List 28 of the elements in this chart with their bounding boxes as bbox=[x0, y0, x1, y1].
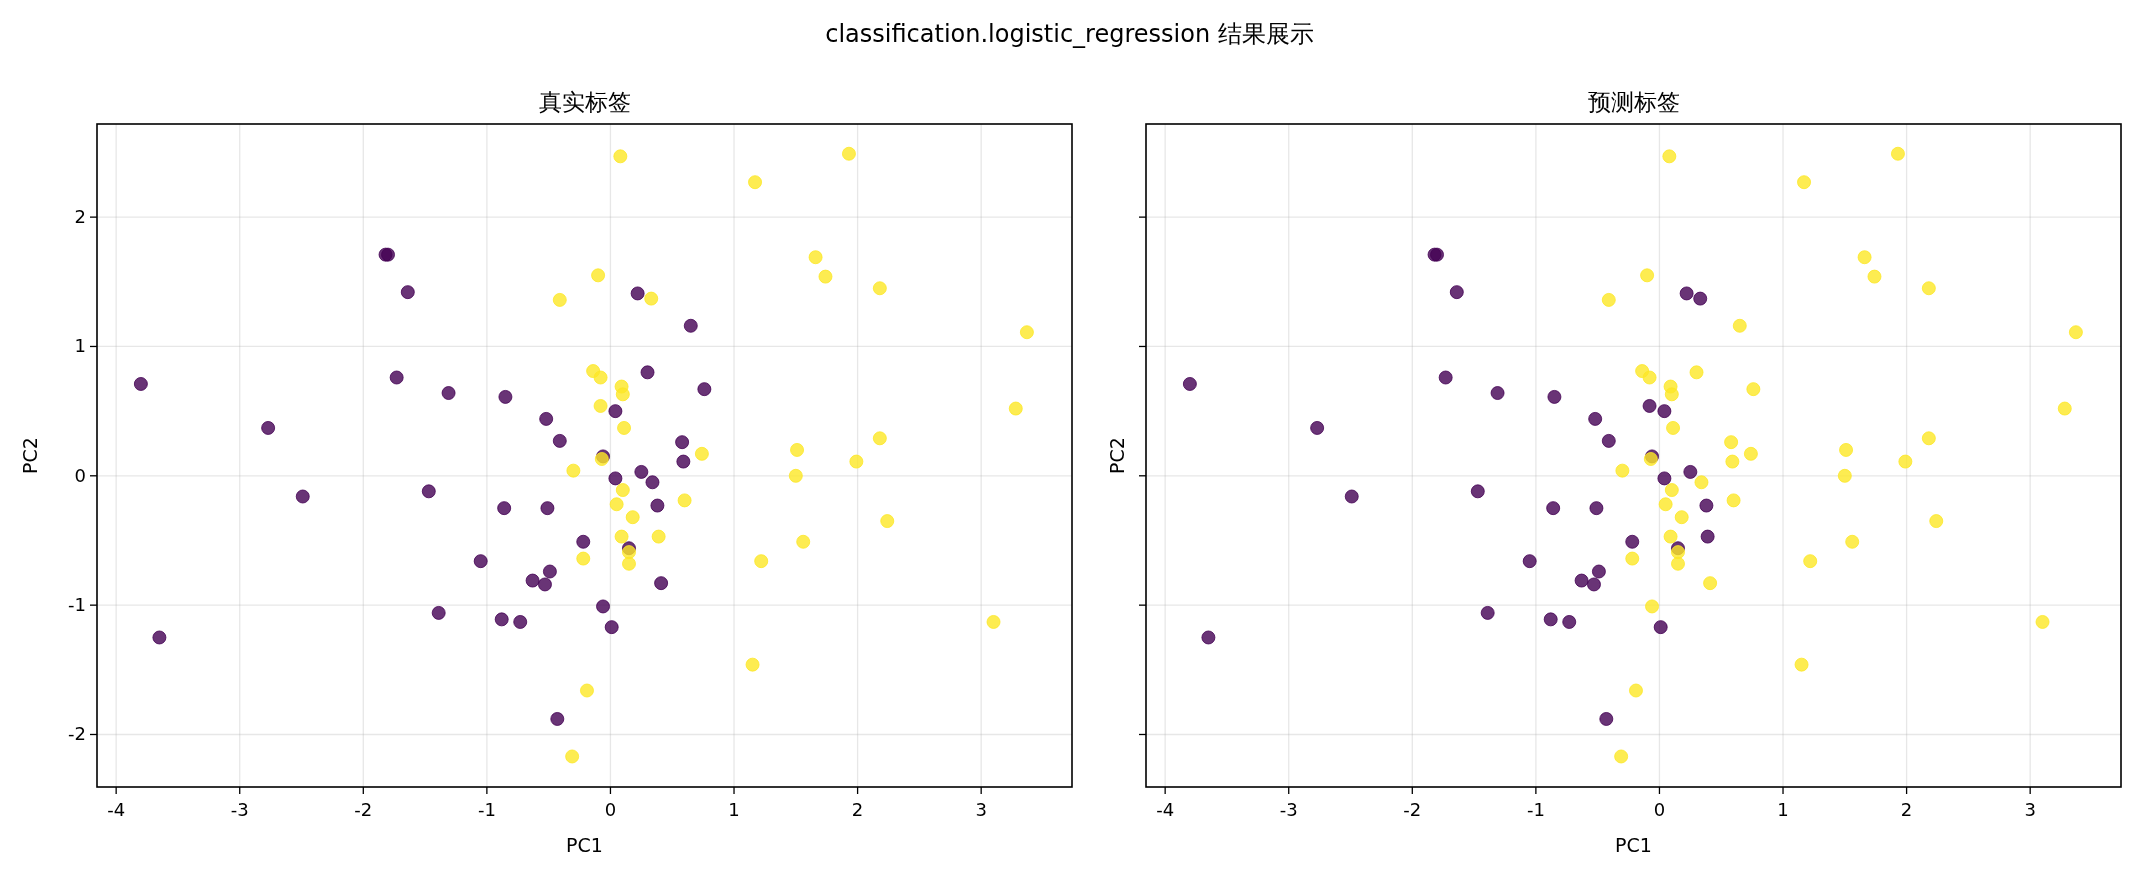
x-tick-label: 3 bbox=[2024, 799, 2036, 820]
x-tick-label: 1 bbox=[728, 799, 740, 820]
y-tick-label: -1 bbox=[68, 594, 86, 616]
x-tick-label: -1 bbox=[477, 799, 496, 820]
x-tick-label: 1 bbox=[1777, 799, 1789, 820]
x-tick-label: -3 bbox=[230, 799, 249, 820]
y-tick-label: 1 bbox=[74, 335, 86, 357]
x-tick-label: -3 bbox=[1279, 799, 1298, 820]
x-tick-label: -2 bbox=[354, 799, 373, 820]
y-axis-title: PC2 bbox=[1106, 437, 1128, 474]
y-tick-label: 2 bbox=[74, 206, 86, 228]
x-axis-title: PC1 bbox=[1615, 834, 1652, 856]
chart-title: 预测标签 bbox=[1587, 89, 1680, 115]
chart-title: 真实标签 bbox=[538, 89, 631, 115]
x-tick-label: 3 bbox=[975, 799, 987, 820]
y-tick-label: 0 bbox=[74, 464, 86, 486]
x-tick-label: -1 bbox=[1526, 799, 1545, 820]
text: classification.logistic_regression 结果展示 bbox=[825, 20, 1314, 48]
y-axis-title: PC2 bbox=[19, 437, 41, 474]
x-tick-label: 0 bbox=[604, 799, 617, 820]
x-tick-label: -4 bbox=[107, 799, 126, 820]
x-tick-label: 2 bbox=[1900, 799, 1913, 820]
x-tick-label: 2 bbox=[851, 799, 864, 820]
x-axis-title: PC1 bbox=[566, 834, 603, 856]
y-tick-label: -2 bbox=[68, 723, 86, 745]
x-tick-label: 0 bbox=[1653, 799, 1666, 820]
x-tick-label: -2 bbox=[1403, 799, 1422, 820]
x-tick-label: -4 bbox=[1156, 799, 1175, 820]
